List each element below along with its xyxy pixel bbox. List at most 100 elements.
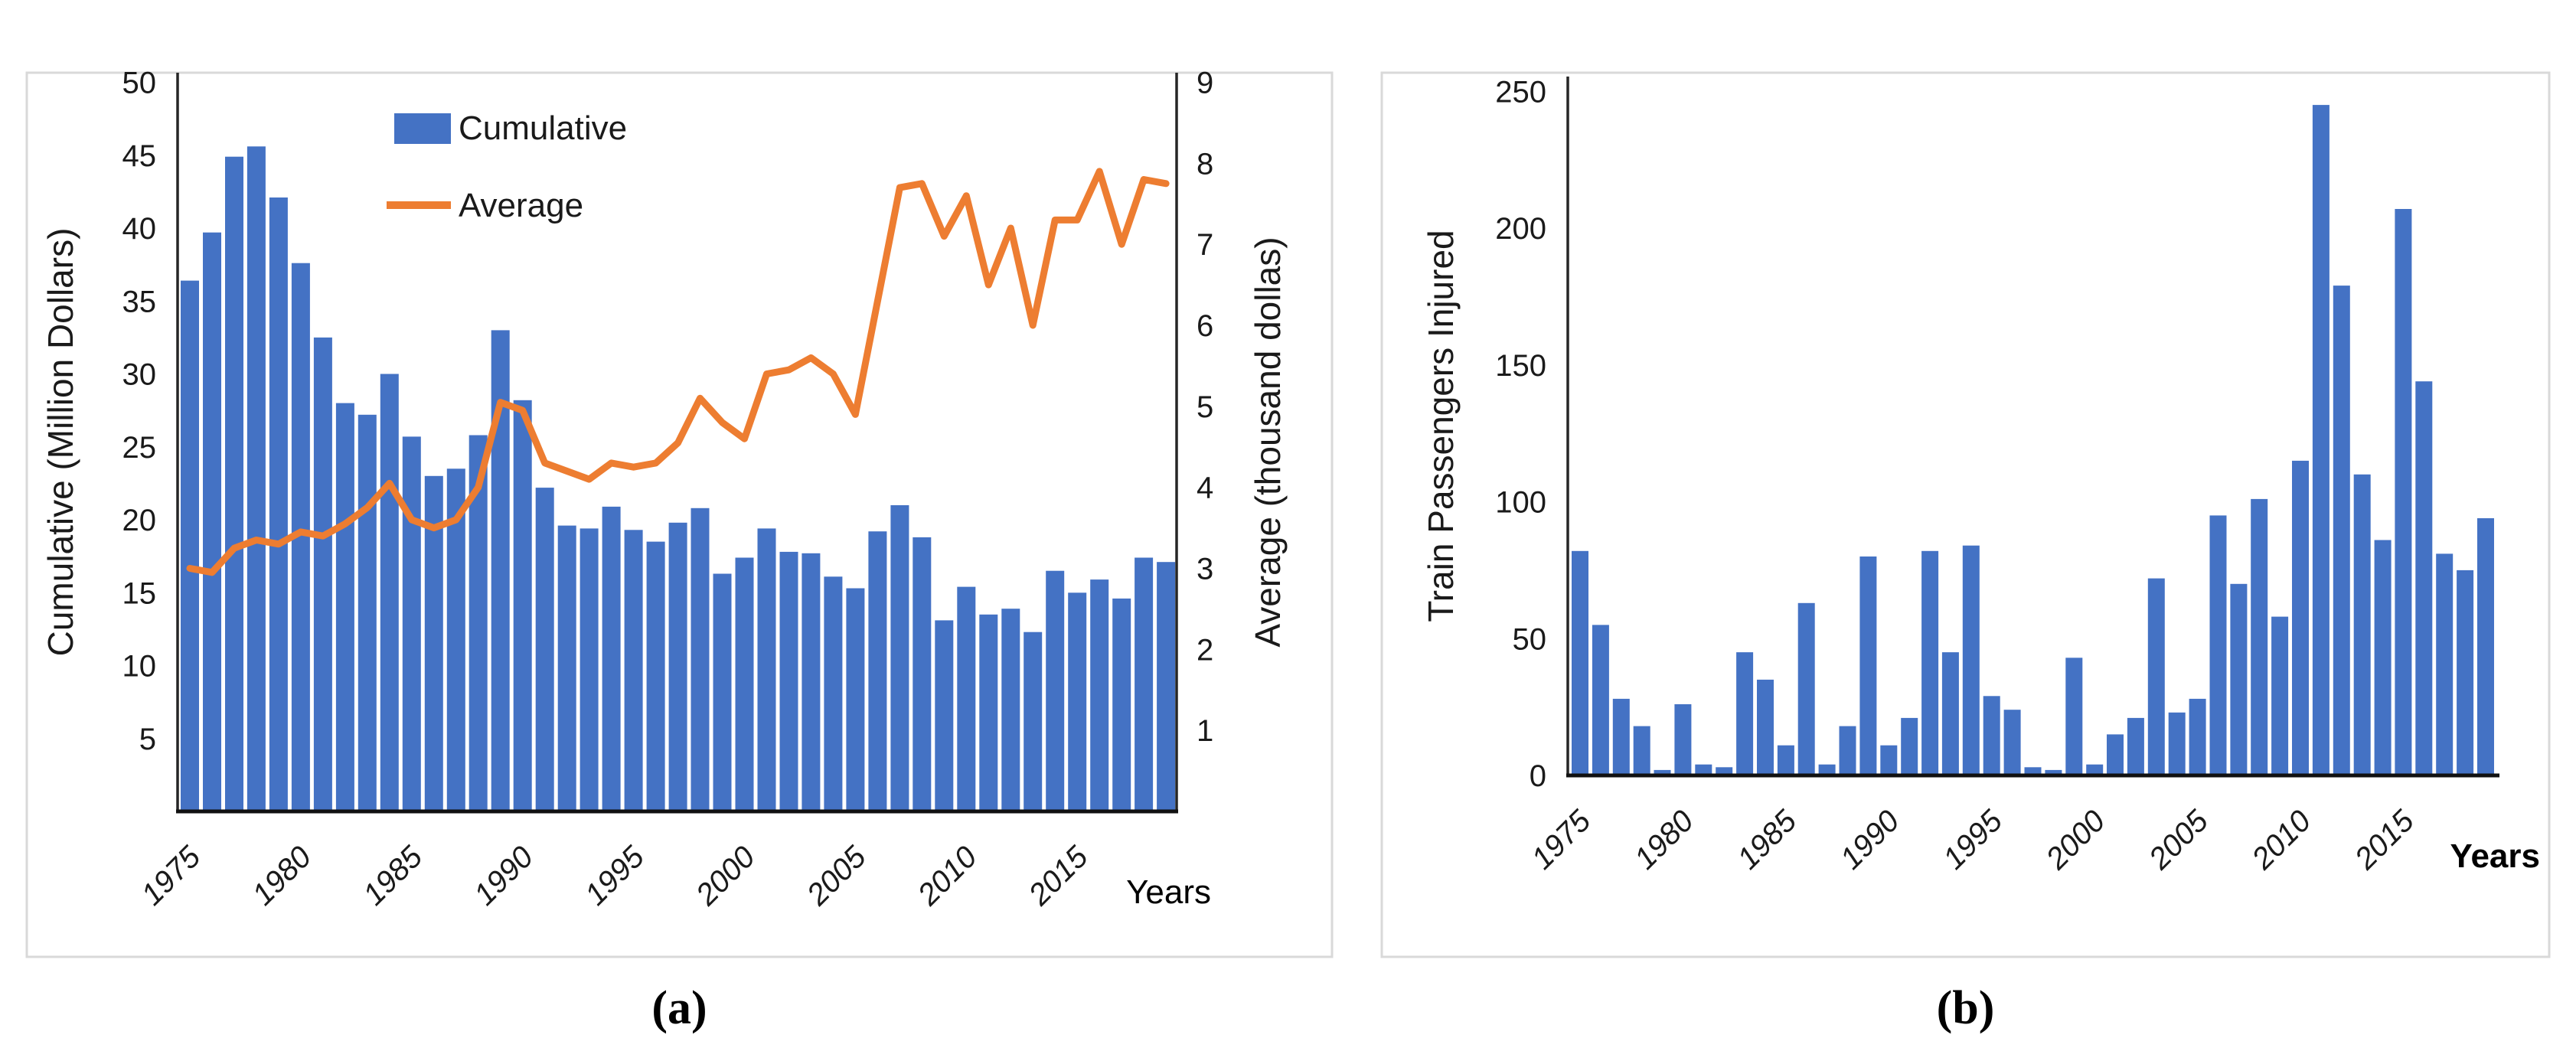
bar-2004 (2168, 712, 2186, 775)
bar-1981 (313, 337, 332, 811)
bar-1998 (691, 508, 710, 811)
bar-1982 (1716, 767, 1733, 775)
bar-2019 (2477, 518, 2494, 776)
bar-2012 (1001, 609, 1020, 811)
bar-1985 (1777, 745, 1794, 775)
y-tick-b-200: 200 (1495, 212, 1546, 246)
bar-1990 (513, 400, 532, 811)
bar-1983 (1736, 652, 1754, 775)
bar-2003 (2147, 578, 2165, 775)
y2-tick-7: 7 (1197, 228, 1213, 262)
bar-1978 (246, 146, 266, 812)
bar-2009 (2271, 616, 2289, 775)
bar-1989 (1859, 556, 1877, 775)
bar-1996 (646, 541, 665, 811)
bar-2001 (2107, 734, 2124, 775)
y-axis-title-a: Cumulative (Million Dollars) (41, 228, 80, 657)
y-tick-b-50: 50 (1513, 622, 1547, 656)
bar-2005 (2189, 698, 2206, 775)
bar-2008 (913, 537, 932, 811)
bar-1997 (2024, 767, 2042, 775)
bar-1976 (203, 232, 221, 811)
bar-2013 (2353, 474, 2371, 776)
bar-1980 (1674, 704, 1692, 775)
y-tick-a-5: 5 (139, 723, 156, 756)
y2-tick-4: 4 (1197, 472, 1213, 505)
y-tick-a-45: 45 (122, 139, 157, 173)
bar-1984 (1757, 679, 1774, 775)
bar-1982 (335, 403, 354, 811)
bar-1977 (225, 156, 243, 811)
y-tick-a-35: 35 (122, 285, 157, 318)
bar-1988 (1839, 726, 1856, 775)
bar-2011 (2312, 105, 2330, 776)
bar-2007 (890, 505, 909, 812)
legend-average-label: Average (459, 187, 583, 224)
y2-tick-2: 2 (1197, 633, 1213, 667)
bar-1986 (424, 475, 443, 811)
bar-2010 (957, 586, 976, 811)
bar-2002 (779, 551, 798, 811)
bar-1993 (580, 528, 599, 811)
bar-1975 (1572, 550, 1588, 775)
bar-2002 (2127, 717, 2144, 775)
bar-1991 (1901, 717, 1918, 775)
bar-2018 (2457, 570, 2474, 775)
bar-1987 (1818, 764, 1836, 775)
bar-2013 (1024, 632, 1043, 811)
bar-2006 (2209, 515, 2227, 775)
y2-tick-1: 1 (1197, 714, 1213, 748)
bar-2000 (735, 557, 754, 811)
bar-2012 (2333, 286, 2350, 776)
bar-1991 (535, 488, 554, 811)
y-axis-title-b: Train Passengers Injured (1421, 230, 1461, 622)
legend-cumulative-swatch (394, 113, 451, 144)
bar-1979 (1654, 769, 1671, 776)
caption-b: (b) (1936, 982, 1995, 1034)
bar-1993 (1941, 652, 1959, 775)
bar-1978 (1633, 726, 1650, 775)
bar-1994 (602, 506, 621, 811)
bar-2019 (1157, 562, 1176, 811)
bar-2003 (802, 553, 821, 811)
bar-1981 (1695, 764, 1712, 775)
x-axis-title-b: Years (2450, 837, 2540, 875)
bar-2005 (846, 588, 865, 811)
bar-2015 (2395, 209, 2412, 775)
bar-1995 (624, 530, 643, 811)
bar-2010 (2292, 460, 2309, 775)
y-tick-a-25: 25 (122, 431, 157, 465)
bar-1999 (2065, 658, 2083, 775)
x-axis-title-a: Years (1126, 873, 1211, 911)
y-tick-a-40: 40 (122, 212, 157, 246)
bar-2001 (757, 528, 776, 811)
y-tick-a-20: 20 (122, 504, 157, 537)
bar-1975 (181, 280, 199, 812)
y-tick-a-50: 50 (122, 67, 157, 100)
bars-a (181, 146, 1176, 812)
bar-1979 (269, 197, 288, 811)
y-tick-b-100: 100 (1495, 486, 1546, 520)
bar-2009 (935, 620, 954, 811)
caption-a: (a) (651, 982, 707, 1034)
bar-2014 (1046, 570, 1065, 811)
bar-1997 (668, 522, 687, 811)
legend-cumulative-label: Cumulative (459, 109, 627, 147)
bar-1976 (1592, 625, 1609, 775)
bar-2008 (2251, 498, 2268, 775)
bar-1985 (402, 436, 421, 811)
bar-1987 (446, 468, 465, 811)
y2-tick-9: 9 (1197, 67, 1213, 100)
bar-1996 (2003, 710, 2021, 775)
y2-tick-8: 8 (1197, 147, 1213, 181)
bar-2007 (2230, 583, 2248, 776)
legend: Cumulative Average (387, 109, 627, 224)
bar-2006 (868, 531, 887, 811)
bar-2016 (2415, 381, 2433, 775)
y-tick-a-10: 10 (122, 650, 157, 684)
y-tick-a-30: 30 (122, 358, 157, 392)
y-tick-b-250: 250 (1495, 75, 1546, 109)
bar-1983 (358, 414, 377, 811)
y2-axis-title: Average (thousand dollas) (1248, 237, 1288, 647)
